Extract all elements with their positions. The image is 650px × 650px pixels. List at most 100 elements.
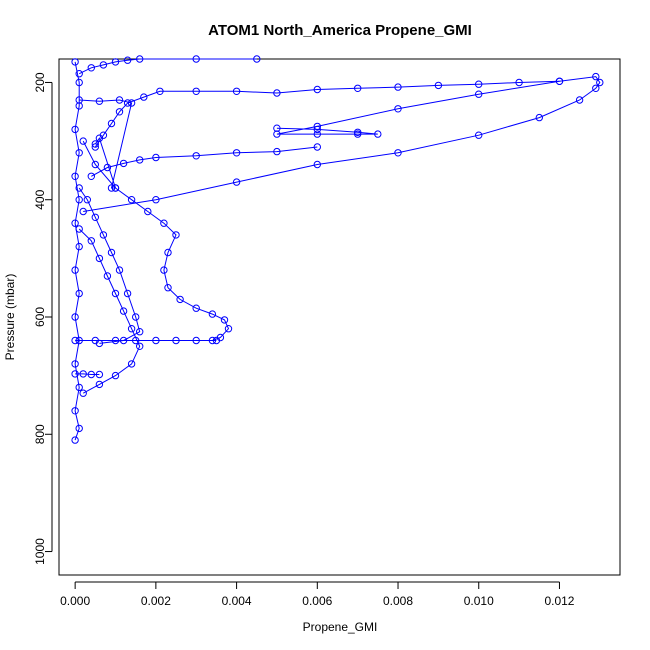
data-point (71, 336, 79, 345)
data-point (313, 122, 321, 131)
data-point (394, 83, 402, 91)
data-point (232, 178, 241, 186)
data-point (71, 313, 79, 321)
series-6 (79, 72, 604, 216)
data-point (111, 371, 120, 380)
data-point (273, 147, 281, 156)
data-point (232, 149, 241, 157)
data-point (95, 370, 104, 379)
data-point (119, 307, 128, 315)
series-5 (71, 370, 104, 379)
series-line (83, 76, 601, 212)
x-tick-label: 0.004 (222, 594, 252, 608)
data-point (75, 225, 83, 233)
data-point (71, 58, 79, 66)
data-point (273, 89, 281, 97)
data-point (91, 160, 100, 169)
data-point (99, 231, 108, 239)
data-point (136, 342, 144, 350)
y-tick-label: 400 (33, 189, 47, 209)
data-point (475, 131, 483, 139)
data-point (592, 84, 600, 93)
data-point (75, 424, 83, 433)
data-point (75, 96, 83, 104)
data-point (535, 113, 543, 122)
data-point (79, 370, 87, 378)
data-point (575, 96, 584, 104)
data-point (91, 140, 100, 148)
series-line (82, 140, 230, 341)
data-point (164, 248, 172, 257)
y-axis-label: Pressure (mbar) (3, 274, 17, 361)
x-tick-label: 0.002 (141, 594, 171, 608)
data-point (127, 360, 136, 368)
data-point (75, 242, 83, 251)
series-9 (87, 143, 321, 181)
data-point (596, 78, 604, 87)
data-point (152, 153, 160, 162)
series-8 (75, 55, 261, 78)
data-point (192, 55, 200, 63)
data-point (75, 70, 83, 78)
series-line (74, 61, 80, 441)
data-point (99, 61, 108, 69)
data-point (103, 272, 112, 280)
data-point (71, 407, 79, 415)
data-point (91, 213, 100, 222)
data-point (172, 336, 180, 345)
data-point (475, 90, 483, 98)
series-line (78, 228, 141, 394)
data-point (313, 130, 321, 138)
data-point (71, 172, 79, 181)
data-point (127, 196, 136, 204)
data-point (224, 325, 233, 333)
data-point (95, 134, 104, 142)
data-point (212, 336, 221, 345)
data-point (87, 64, 96, 72)
data-point (394, 149, 402, 157)
data-point (75, 289, 83, 298)
series-line (94, 80, 560, 148)
data-point (313, 85, 321, 94)
data-point (127, 99, 136, 107)
data-point (160, 219, 168, 227)
data-point (176, 295, 184, 304)
data-point (136, 55, 144, 63)
data-point (111, 336, 120, 345)
data-point (192, 87, 200, 96)
series-0 (71, 58, 83, 444)
data-point (475, 80, 483, 88)
data-point (111, 58, 120, 66)
data-point (123, 56, 132, 64)
data-point (107, 119, 116, 128)
y-axis: 200 400 600 800 1000 (33, 72, 53, 565)
data-point (273, 124, 281, 132)
data-point (71, 370, 79, 378)
data-point (253, 55, 261, 63)
data-point (71, 266, 79, 274)
y-tick-label: 800 (33, 424, 47, 444)
data-point (164, 284, 172, 292)
data-point (75, 78, 83, 87)
data-point (91, 336, 100, 345)
data-point (354, 84, 362, 93)
data-point (313, 143, 321, 151)
data-point (144, 207, 152, 216)
series-3 (79, 137, 233, 345)
data-point (83, 196, 92, 204)
data-point (132, 336, 140, 345)
y-tick-label: 600 (33, 307, 47, 327)
data-point (95, 97, 104, 105)
data-point (208, 310, 217, 318)
series-line (79, 99, 133, 189)
data-point (160, 266, 168, 274)
x-tick-label: 0.000 (60, 594, 90, 608)
data-point (152, 196, 160, 204)
x-axis: 0.000 0.002 0.004 0.006 0.008 0.010 0.012 (60, 581, 575, 608)
y-tick-label: 1000 (33, 538, 47, 565)
y-tick-label: 200 (33, 72, 47, 92)
data-point (374, 130, 382, 138)
x-tick-label: 0.010 (464, 594, 494, 608)
data-point (79, 389, 87, 397)
data-point (75, 149, 83, 157)
